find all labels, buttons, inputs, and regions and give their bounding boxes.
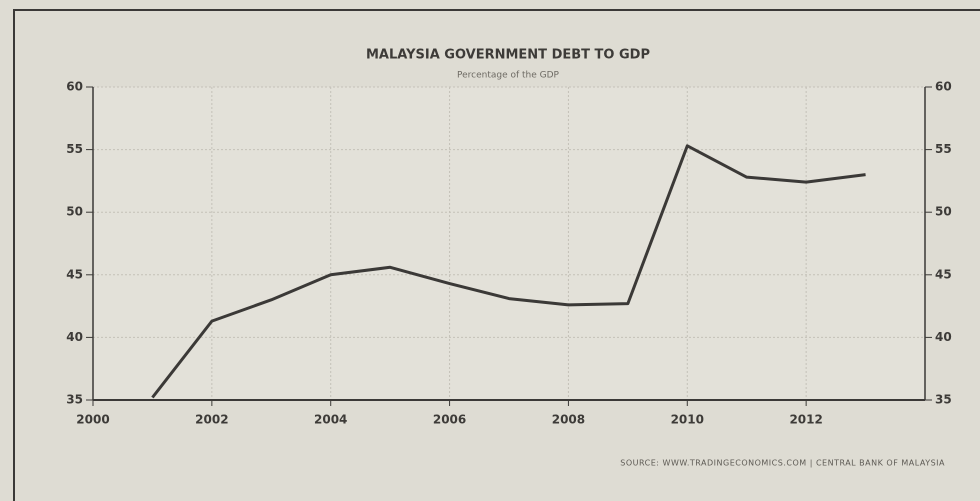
- plot-area: [93, 87, 925, 400]
- source-note: SOURCE: WWW.TRADINGECONOMICS.COM | CENTR…: [620, 459, 945, 468]
- x-tick-label: 2002: [195, 413, 228, 427]
- x-tick-label: 2008: [552, 413, 585, 427]
- y2-tick-label: 55: [935, 142, 952, 156]
- x-tick-label: 2006: [433, 413, 466, 427]
- y2-tick-label: 50: [935, 205, 952, 219]
- y-tick-label: 40: [66, 330, 83, 344]
- y2-tick-label: 45: [935, 267, 952, 281]
- x-tick-label: 2012: [789, 413, 822, 427]
- y-tick-label: 45: [66, 267, 83, 281]
- frame: [13, 9, 980, 501]
- y-tick-label: 35: [66, 393, 83, 407]
- chart-title: MALAYSIA GOVERNMENT DEBT TO GDP: [366, 48, 650, 63]
- data-line: [151, 144, 866, 399]
- y-tick-label: 60: [66, 80, 83, 94]
- y2-tick-label: 40: [935, 330, 952, 344]
- chart-subtitle: Percentage of the GDP: [457, 71, 560, 81]
- y2-tick-label: 35: [935, 393, 952, 407]
- x-tick-label: 2004: [314, 413, 347, 427]
- y2-tick-label: 60: [935, 80, 952, 94]
- x-tick-label: 2010: [671, 413, 704, 427]
- x-tick-label: 2000: [76, 413, 109, 427]
- y-tick-label: 55: [66, 142, 83, 156]
- y-tick-label: 50: [66, 205, 83, 219]
